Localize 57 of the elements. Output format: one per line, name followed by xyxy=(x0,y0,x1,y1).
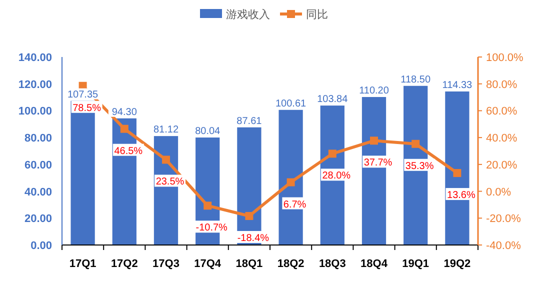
data-label: 6.7% xyxy=(283,199,306,210)
data-label: 78.5% xyxy=(72,102,102,114)
y-tick-label: 0.00 xyxy=(30,240,52,252)
y2-tick-label: 60.0% xyxy=(486,106,518,118)
data-label: 35.3% xyxy=(405,160,434,172)
y2-tick-label: 100.0% xyxy=(486,52,524,64)
data-label: 114.33 xyxy=(442,80,473,91)
data-label: 94.30 xyxy=(112,106,138,118)
legend-label: 游戏收入 xyxy=(226,8,270,21)
data-label: 80.04 xyxy=(195,126,221,138)
data-label: 118.50 xyxy=(400,74,431,86)
y-tick-label: 40.00 xyxy=(24,186,52,198)
x-tick-label: 18Q3 xyxy=(318,258,346,270)
point xyxy=(162,156,170,164)
data-label: 81.12 xyxy=(153,124,179,136)
x-tick-label: 18Q1 xyxy=(236,258,263,270)
y2-tick-label: 80.0% xyxy=(486,78,518,91)
x-tick-label: 17Q4 xyxy=(194,258,222,270)
x-tick-label: 18Q2 xyxy=(277,258,304,270)
y2-tick-label: 40.0% xyxy=(486,132,518,145)
point xyxy=(245,212,254,220)
x-tick-label: 19Q2 xyxy=(444,258,471,270)
data-label: 37.7% xyxy=(364,158,392,169)
y-tick-label: 120.00 xyxy=(18,78,52,91)
y-tick-label: 20.00 xyxy=(24,213,52,226)
y2-tick-label: -40.0% xyxy=(486,240,522,252)
y2-tick-label: -20.0% xyxy=(486,213,522,226)
y2-tick-label: 20.0% xyxy=(486,159,518,172)
x-tick-label: 17Q2 xyxy=(110,258,138,270)
data-label: 46.5% xyxy=(114,146,143,157)
data-label: 103.84 xyxy=(317,94,348,106)
data-label: 100.61 xyxy=(276,98,307,110)
y-tick-label: 140.00 xyxy=(18,52,52,64)
y-tick-label: 80.00 xyxy=(24,132,52,145)
point xyxy=(412,140,420,148)
point xyxy=(286,178,295,186)
y-tick-label: 100.00 xyxy=(18,106,52,118)
x-tick-label: 17Q1 xyxy=(69,258,96,270)
point xyxy=(453,169,462,178)
data-label: 23.5% xyxy=(156,176,184,188)
y2-tick-label: 0.0% xyxy=(486,186,512,198)
data-label: -18.4% xyxy=(237,232,270,244)
point xyxy=(120,124,128,133)
data-label: 13.6% xyxy=(447,190,476,202)
x-tick-label: 18Q4 xyxy=(360,258,388,270)
data-label: 87.61 xyxy=(236,116,262,127)
legend-label: 同比 xyxy=(306,8,328,21)
point xyxy=(204,202,212,210)
data-label: 107.35 xyxy=(68,89,99,100)
data-label: -10.7% xyxy=(196,222,228,234)
point xyxy=(370,136,378,145)
x-tick-label: 19Q1 xyxy=(402,258,430,270)
data-label: 28.0% xyxy=(322,170,351,182)
y-tick-label: 60.00 xyxy=(24,159,52,172)
point xyxy=(328,150,336,158)
x-tick-label: 17Q3 xyxy=(152,258,180,270)
data-label: 110.20 xyxy=(359,86,390,97)
